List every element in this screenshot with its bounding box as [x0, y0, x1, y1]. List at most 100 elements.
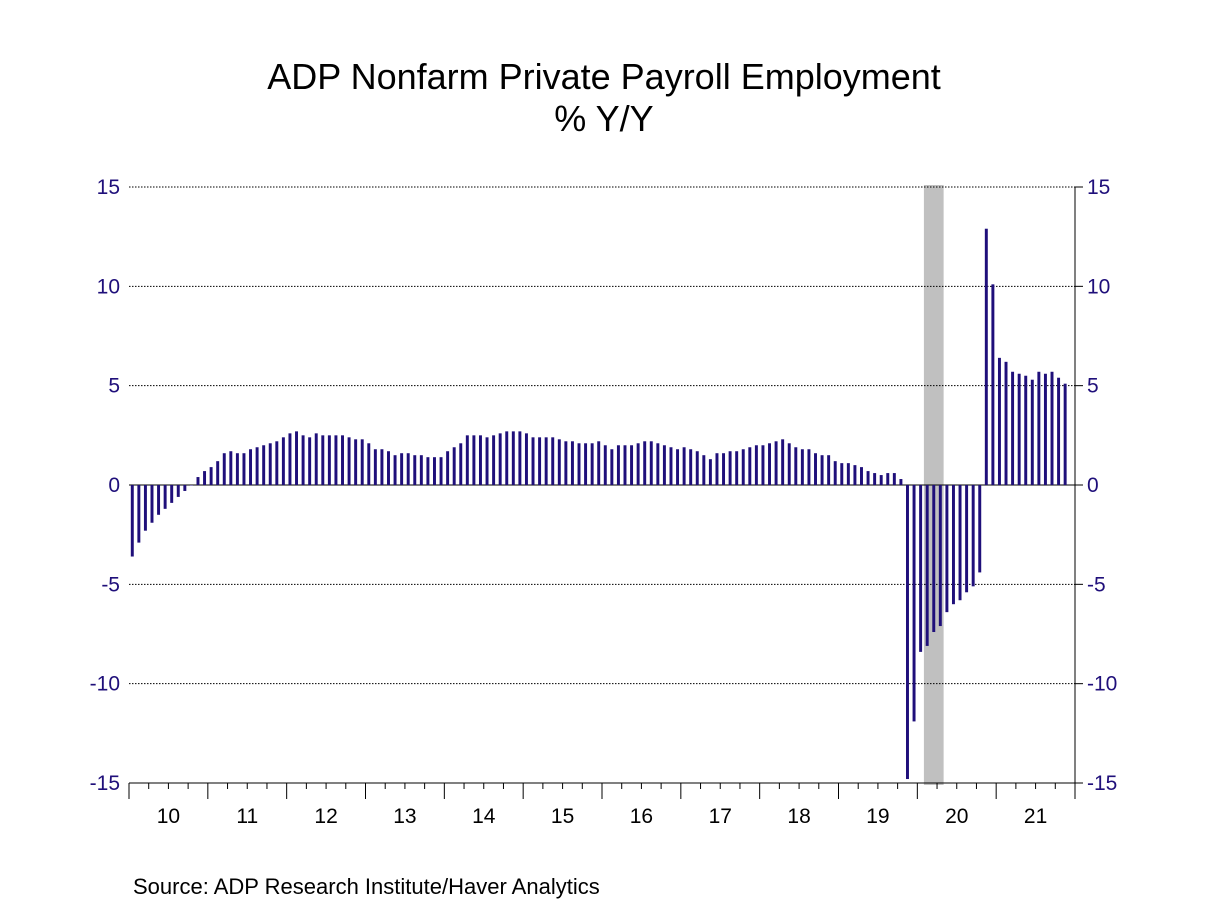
bar — [997, 357, 1001, 485]
bar — [912, 485, 916, 722]
bar — [413, 455, 417, 485]
bar — [564, 441, 568, 485]
bar — [846, 463, 850, 485]
y-tick-label-right: -5 — [1087, 573, 1106, 596]
bar — [781, 439, 785, 485]
bar — [991, 284, 995, 485]
bar — [1030, 379, 1034, 485]
bar — [1037, 371, 1041, 485]
bar — [354, 439, 358, 485]
bar — [1063, 383, 1067, 485]
bar — [544, 437, 548, 485]
bar — [400, 453, 404, 485]
x-tick-label: 11 — [236, 805, 258, 828]
bar — [906, 485, 909, 780]
bar — [492, 435, 496, 485]
bar — [603, 445, 607, 485]
bar — [1050, 371, 1054, 485]
y-tick-label-right: -10 — [1087, 673, 1117, 696]
bar — [814, 453, 817, 485]
bar — [216, 461, 220, 485]
bar — [163, 485, 167, 509]
bar — [702, 455, 706, 485]
bar — [570, 441, 574, 485]
bar — [623, 445, 627, 485]
bar — [879, 475, 883, 485]
bar — [886, 473, 890, 485]
bar — [327, 435, 331, 485]
tick-labels: 15 15 10 10 5 5 0 0 -5 -5 -10 -10 -15 -15 10 11 12 13 14 15… — [90, 176, 1118, 828]
axes — [128, 186, 1083, 799]
bar — [965, 485, 969, 593]
bar — [255, 447, 259, 485]
bar — [524, 433, 528, 485]
bar — [281, 437, 285, 485]
bar — [157, 485, 161, 515]
bar — [774, 441, 778, 485]
bar — [820, 455, 824, 485]
bar — [222, 453, 226, 485]
bar — [616, 445, 620, 485]
bar — [945, 485, 949, 613]
bar — [268, 443, 272, 485]
bar — [761, 445, 765, 485]
bar — [137, 485, 141, 543]
bar — [288, 433, 292, 485]
bar — [203, 471, 207, 485]
bar — [380, 449, 384, 485]
bar — [873, 473, 877, 485]
bar — [472, 435, 476, 485]
bar — [196, 477, 200, 485]
y-tick-label-right: -15 — [1087, 772, 1117, 795]
bar — [669, 447, 673, 485]
y-tick-label-right: 10 — [1087, 275, 1110, 298]
bar — [321, 435, 325, 485]
bar — [840, 463, 844, 485]
bar — [971, 485, 975, 587]
bar — [958, 485, 962, 601]
bar — [334, 435, 338, 485]
bar — [242, 453, 246, 485]
bars — [130, 228, 1067, 780]
bar — [360, 439, 364, 485]
bar — [807, 449, 811, 485]
bar — [1017, 373, 1021, 485]
bar — [636, 443, 640, 485]
bar — [951, 485, 955, 605]
bar — [459, 443, 463, 485]
bar — [892, 473, 896, 485]
bar — [531, 437, 535, 485]
bar — [794, 447, 798, 485]
bar — [387, 451, 390, 485]
y-tick-label-left: 0 — [108, 474, 120, 497]
bar — [433, 457, 436, 485]
bar — [735, 451, 739, 485]
bar — [478, 435, 482, 485]
bar — [143, 485, 147, 531]
x-tick-label: 15 — [551, 805, 574, 828]
bar — [465, 435, 469, 485]
bar — [314, 433, 318, 485]
chart-title: ADP Nonfarm Private Payroll Employment %… — [0, 56, 1208, 140]
y-tick-label-right: 5 — [1087, 375, 1099, 398]
bar — [341, 435, 344, 485]
bar — [925, 485, 929, 646]
bar — [557, 439, 561, 485]
bar — [518, 431, 522, 485]
bar — [452, 447, 456, 485]
bar — [295, 431, 298, 485]
source-note: Source: ADP Research Institute/Haver Ana… — [133, 874, 600, 899]
gridlines — [129, 186, 1075, 685]
bar — [301, 435, 305, 485]
bar — [833, 461, 837, 485]
bar — [577, 443, 581, 485]
bar — [662, 445, 666, 485]
chart-subtitle-line: % Y/Y — [554, 98, 654, 139]
bar — [347, 437, 351, 485]
bar — [708, 459, 712, 485]
bar — [590, 443, 594, 485]
bar — [1057, 377, 1061, 485]
bar — [1043, 373, 1047, 485]
bar — [584, 443, 588, 485]
bar — [426, 457, 430, 485]
